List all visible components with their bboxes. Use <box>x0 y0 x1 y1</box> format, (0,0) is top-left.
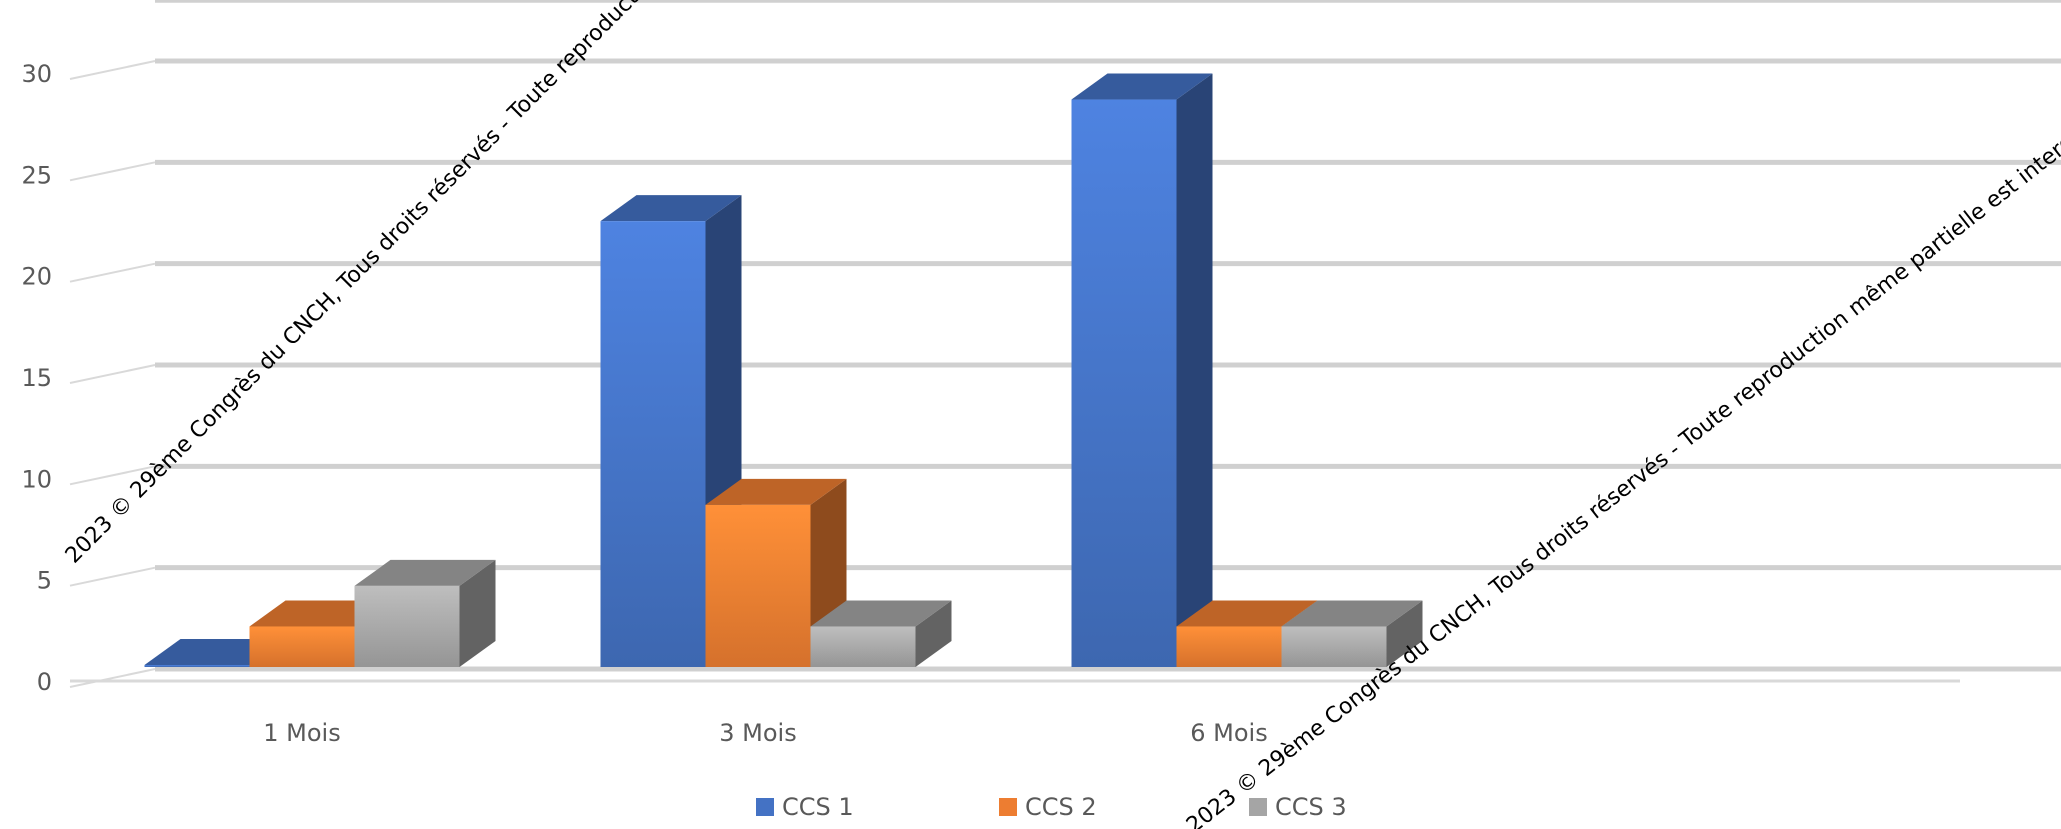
grid-line-depth <box>70 61 155 79</box>
grid-line-depth <box>70 365 155 383</box>
x-tick-label: 3 Mois <box>719 719 796 747</box>
y-tick-label: 25 <box>21 161 52 189</box>
bar <box>1072 100 1177 667</box>
y-tick-label: 15 <box>21 364 52 392</box>
y-tick-label: 0 <box>37 668 52 696</box>
bar <box>250 626 355 667</box>
grid-line-depth <box>70 264 155 282</box>
grid-line-depth <box>70 568 155 586</box>
bar <box>145 665 250 667</box>
bar <box>811 626 916 667</box>
bar-side <box>1177 74 1213 667</box>
grid-line-depth <box>70 162 155 180</box>
x-tick-label: 1 Mois <box>263 719 340 747</box>
y-tick-label: 30 <box>21 60 52 88</box>
x-tick-label: 6 Mois <box>1190 719 1267 747</box>
chart: 0 5 10 15 20 25 30 1 Mois 3 Mois 6 Mois CCS 1 CCS 2… <box>0 0 2061 829</box>
plot-area: 0 5 10 15 20 25 30 1 Mois 3 Mois 6 Mois CCS 1 CCS 2… <box>21 0 2061 821</box>
bar <box>1282 626 1387 667</box>
legend-label: CCS 2 <box>1025 793 1097 821</box>
legend-swatch <box>1249 798 1267 816</box>
bar <box>601 221 706 667</box>
bar <box>355 586 460 667</box>
y-tick-label: 10 <box>21 465 52 493</box>
legend-swatch <box>756 798 774 816</box>
legend-label: CCS 1 <box>782 793 854 821</box>
bar <box>1177 626 1282 667</box>
y-tick-label: 20 <box>21 263 52 291</box>
y-tick-label: 5 <box>37 567 52 595</box>
bar <box>706 505 811 667</box>
legend-swatch <box>999 798 1017 816</box>
grid-line-depth <box>70 669 155 687</box>
legend-label: CCS 3 <box>1275 793 1347 821</box>
